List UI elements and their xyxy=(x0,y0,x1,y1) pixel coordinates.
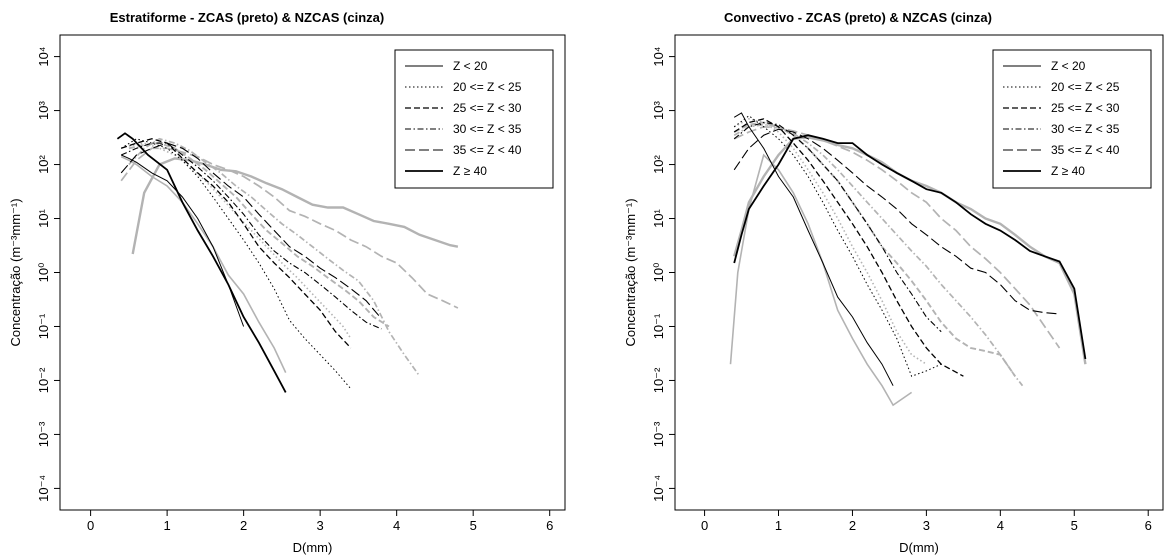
y-tick-label: 10³ xyxy=(651,101,666,120)
y-tick-label: 10⁰ xyxy=(36,263,51,283)
x-tick-label: 4 xyxy=(393,518,400,533)
y-tick-label: 10² xyxy=(651,154,666,173)
y-tick-label: 10⁴ xyxy=(36,47,51,67)
series-line-zcas-4 xyxy=(120,142,382,319)
series-line-zcas-5 xyxy=(733,134,1087,360)
legend-box xyxy=(394,49,554,189)
legend-entry: Z < 20 xyxy=(453,59,488,73)
series-line-zcas-2 xyxy=(733,118,964,377)
series-line-zcas-3 xyxy=(120,142,382,330)
series-line-nzcas-1 xyxy=(733,118,927,365)
y-tick-label: 10⁻¹ xyxy=(36,313,51,339)
legend-entry: Z ≥ 40 xyxy=(1051,164,1085,178)
y-tick-label: 10⁰ xyxy=(651,263,666,283)
x-axis-label: D(mm) xyxy=(899,540,939,555)
series-line-nzcas-3 xyxy=(733,123,1024,387)
y-tick-label: 10⁻³ xyxy=(651,421,666,447)
chart-1: Convectivo - ZCAS (preto) & NZCAS (cinza… xyxy=(623,10,1164,555)
y-tick-label: 10⁻² xyxy=(36,367,51,393)
x-axis-label: D(mm) xyxy=(293,540,333,555)
y-tick-label: 10¹ xyxy=(36,208,51,227)
x-tick-label: 6 xyxy=(546,518,553,533)
chart-title: Convectivo - ZCAS (preto) & NZCAS (cinza… xyxy=(724,10,992,25)
series-line-zcas-4 xyxy=(733,128,1060,315)
legend-entry: 35 <= Z < 40 xyxy=(1051,143,1120,157)
x-tick-label: 5 xyxy=(1071,518,1078,533)
legend-box xyxy=(992,49,1152,189)
y-tick-label: 10⁻³ xyxy=(36,421,51,447)
x-tick-label: 3 xyxy=(317,518,324,533)
y-tick-label: 10¹ xyxy=(651,208,666,227)
series-line-nzcas-0 xyxy=(120,155,287,373)
series-line-zcas-0 xyxy=(120,154,245,327)
series-line-zcas-2 xyxy=(120,138,352,349)
x-tick-label: 3 xyxy=(923,518,930,533)
series-line-zcas-5 xyxy=(116,132,287,393)
series-line-nzcas-5 xyxy=(131,157,459,255)
series-line-zcas-3 xyxy=(733,121,942,333)
legend-entry: Z < 20 xyxy=(1051,59,1086,73)
series-line-nzcas-1 xyxy=(128,142,352,339)
chart-title: Estratiforme - ZCAS (preto) & NZCAS (cin… xyxy=(110,10,384,25)
y-tick-label: 10² xyxy=(36,154,51,173)
series-line-zcas-1 xyxy=(120,138,352,390)
x-tick-label: 2 xyxy=(849,518,856,533)
y-tick-label: 10⁻⁴ xyxy=(36,475,51,502)
series-group xyxy=(116,132,459,393)
legend-entry: 20 <= Z < 25 xyxy=(1051,80,1120,94)
y-tick-label: 10⁻⁴ xyxy=(651,475,666,502)
legend-entry: 35 <= Z < 40 xyxy=(453,143,522,157)
series-line-nzcas-0 xyxy=(729,153,913,407)
y-axis-label: Concentração (m⁻³mm⁻¹) xyxy=(623,198,638,346)
series-line-nzcas-2 xyxy=(128,142,390,328)
y-tick-label: 10⁻² xyxy=(651,367,666,393)
series-line-nzcas-3 xyxy=(128,137,421,377)
x-tick-label: 1 xyxy=(164,518,171,533)
x-tick-label: 0 xyxy=(701,518,708,533)
x-tick-label: 4 xyxy=(997,518,1004,533)
series-line-nzcas-4 xyxy=(733,125,1061,349)
y-tick-label: 10⁴ xyxy=(651,47,666,67)
legend-entry: 25 <= Z < 30 xyxy=(453,101,522,115)
legend-entry: 30 <= Z < 35 xyxy=(453,122,522,136)
x-tick-label: 2 xyxy=(240,518,247,533)
x-tick-label: 6 xyxy=(1145,518,1152,533)
series-line-zcas-1 xyxy=(733,115,942,377)
series-line-nzcas-4 xyxy=(120,147,459,309)
y-axis-label: Concentração (m⁻³mm⁻¹) xyxy=(8,198,23,346)
legend-entry: Z ≥ 40 xyxy=(453,164,487,178)
legend-entry: 20 <= Z < 25 xyxy=(453,80,522,94)
y-tick-label: 10³ xyxy=(36,101,51,120)
chart-0: Estratiforme - ZCAS (preto) & NZCAS (cin… xyxy=(8,10,566,555)
series-group xyxy=(729,112,1087,407)
x-tick-label: 1 xyxy=(775,518,782,533)
series-line-zcas-0 xyxy=(733,112,894,386)
legend-entry: 30 <= Z < 35 xyxy=(1051,122,1120,136)
legend-entry: 25 <= Z < 30 xyxy=(1051,101,1120,115)
x-tick-label: 0 xyxy=(87,518,94,533)
y-tick-label: 10⁻¹ xyxy=(651,313,666,339)
x-tick-label: 5 xyxy=(470,518,477,533)
